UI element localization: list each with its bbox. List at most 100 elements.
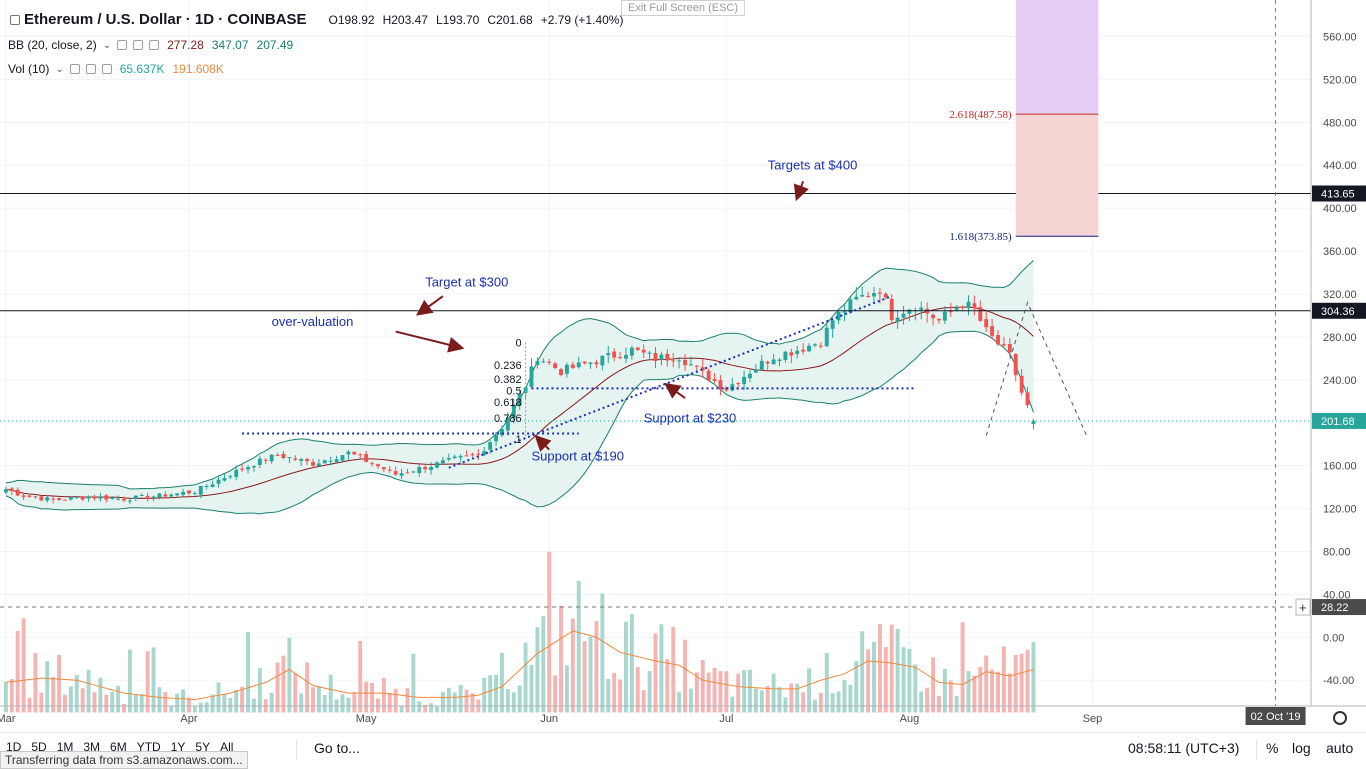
candle-body xyxy=(996,335,1000,345)
label-support-230: Support at $230 xyxy=(644,411,737,426)
bb-fill xyxy=(5,260,1034,514)
candle-body xyxy=(458,455,463,458)
gear-icon[interactable] xyxy=(1333,711,1347,725)
auto-toggle[interactable]: auto xyxy=(1326,740,1354,756)
candle-body xyxy=(139,495,144,497)
candle-body xyxy=(724,387,729,391)
candle-body xyxy=(364,454,369,462)
collapse-icon[interactable] xyxy=(10,14,20,25)
volume-bar xyxy=(895,629,900,713)
volume-bar xyxy=(33,653,38,713)
arrow-support-230 xyxy=(664,382,686,399)
candle-body xyxy=(570,364,575,369)
candle-body xyxy=(777,359,782,361)
candle-body xyxy=(57,498,62,500)
settings-icon[interactable] xyxy=(133,40,144,50)
candle-body xyxy=(883,293,888,298)
candle-body xyxy=(659,354,664,360)
candle-body xyxy=(127,500,132,502)
candles xyxy=(3,286,1036,505)
candle-body xyxy=(68,497,73,500)
y-tick-label: 520.00 xyxy=(1323,74,1357,86)
candle-body xyxy=(9,488,14,492)
goto-button[interactable]: Go to... xyxy=(314,740,360,756)
y-tick-label: 360.00 xyxy=(1323,246,1357,258)
volume-bar xyxy=(771,673,776,713)
candle-body xyxy=(517,393,522,406)
candle-body xyxy=(204,485,209,487)
volume-bar xyxy=(795,683,800,713)
range-1y[interactable]: 1Y xyxy=(170,740,186,754)
candle-body xyxy=(866,295,871,297)
candle-body xyxy=(700,367,705,371)
volume-bar xyxy=(777,687,782,713)
bb-label[interactable]: BB (20, close, 2) xyxy=(8,38,97,52)
candle-body xyxy=(175,493,180,496)
arrow-targets-400 xyxy=(793,180,809,202)
volume-bar xyxy=(807,668,811,713)
label-target-300: Target at $300 xyxy=(425,274,508,289)
candle-body xyxy=(694,365,699,367)
label-targets-400: Targets at $400 xyxy=(768,158,858,173)
volume-bar xyxy=(653,633,658,713)
fib-level-label: 0.382 xyxy=(494,374,522,386)
settings-icon[interactable] xyxy=(85,64,96,74)
vol-ma-value: 191.608K xyxy=(172,62,224,76)
candle-body xyxy=(494,435,499,442)
status-bar: Transferring data from s3.amazonaws.com.… xyxy=(0,751,248,769)
candle-body xyxy=(653,352,658,362)
eye-icon[interactable] xyxy=(69,64,80,74)
range-5d[interactable]: 5D xyxy=(31,740,47,754)
y-tick-label: 40.00 xyxy=(1323,589,1351,601)
candle-body xyxy=(411,471,416,473)
range-1d[interactable]: 1D xyxy=(6,740,22,754)
volume-bar xyxy=(63,694,67,713)
log-toggle[interactable]: log xyxy=(1292,740,1311,756)
header-legend: Ethereum / U.S. Dollar · 1D · COINBASE O… xyxy=(8,11,623,28)
volume-bar xyxy=(712,667,717,713)
volume-bar xyxy=(346,697,351,713)
tag-last-price: 201.68 xyxy=(1321,416,1355,428)
volume-bar xyxy=(275,662,280,713)
volume-bar xyxy=(1025,649,1030,713)
range-5y[interactable]: 5Y xyxy=(195,740,211,754)
volume-bar xyxy=(576,580,581,713)
candle-body xyxy=(133,495,138,499)
chevron-down-icon[interactable]: ⌄ xyxy=(102,39,112,51)
volume-bar xyxy=(854,661,859,713)
volume-bar xyxy=(464,689,469,713)
range-ytd[interactable]: YTD xyxy=(136,740,161,754)
candle-body xyxy=(901,313,906,318)
fib-level-label: 0 xyxy=(515,337,521,349)
volume-bar xyxy=(145,651,150,713)
candle-body xyxy=(872,293,876,297)
range-6m[interactable]: 6M xyxy=(110,740,127,754)
chevron-down-icon[interactable]: ⌄ xyxy=(55,63,64,75)
close-icon[interactable] xyxy=(101,64,112,74)
eye-icon[interactable] xyxy=(117,40,128,50)
exit-fullscreen-button[interactable]: Exit Full Screen (ESC) xyxy=(621,0,746,16)
x-tick-label: Mar xyxy=(0,713,16,725)
candle-body xyxy=(181,491,186,495)
candle-body xyxy=(582,361,587,364)
candle-body xyxy=(452,456,457,458)
candle-body xyxy=(765,361,770,364)
range-1m[interactable]: 1M xyxy=(56,740,74,754)
range-all[interactable]: All xyxy=(220,740,234,754)
candle-body xyxy=(618,357,623,359)
candle-body xyxy=(1007,344,1012,353)
ohlc-change: +2.79 (+1.40%) xyxy=(540,12,624,27)
candle-body xyxy=(399,473,404,476)
range-3m[interactable]: 3M xyxy=(83,740,101,754)
vol-label[interactable]: Vol (10) xyxy=(8,62,50,76)
tag-413: 413.65 xyxy=(1321,189,1355,201)
volume-bar xyxy=(299,693,304,713)
candle-body xyxy=(641,349,646,353)
y-tick-label: 120.00 xyxy=(1323,504,1357,516)
percent-toggle[interactable]: % xyxy=(1266,740,1279,756)
fib-level-label: 0.618 xyxy=(494,397,522,409)
volume-bar xyxy=(370,682,374,713)
close-icon[interactable] xyxy=(149,40,160,50)
candle-body xyxy=(370,463,374,465)
